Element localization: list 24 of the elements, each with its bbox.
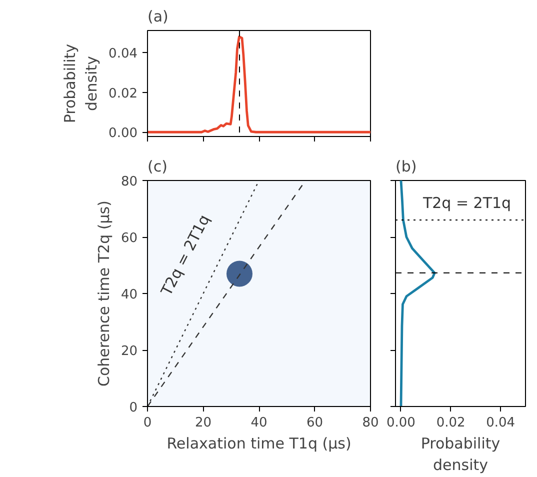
y-tick-label: 60 [120,231,138,246]
annotation: T2q = 2T1q [422,194,512,212]
y-axis-title: Probability density [60,44,101,124]
chart-title: (c) [148,158,168,176]
y-axis-title: Coherence time T2q (μs) [94,200,113,386]
x-tick-label: 0.04 [486,416,516,430]
x-tick-label: 0.00 [386,416,416,430]
x-tick-label: 80 [362,416,379,430]
y-tick-label: 0.04 [108,46,138,62]
x-tick-label: 40 [250,416,268,430]
chart-title: (a) [148,8,168,26]
x-axis-title: Relaxation time T1q (μs) [166,434,352,452]
x-tick-label: 60 [306,416,324,430]
x-tick-label: 20 [194,416,212,430]
y-tick-label: 0.02 [108,86,138,102]
y-tick-label: 20 [120,344,138,359]
y-tick-label: 0 [129,400,138,416]
x-tick-label: 0 [143,416,152,430]
x-tick-label: 0.02 [436,416,466,430]
y-tick-label: 40 [120,288,138,302]
y-tick-label: 80 [120,174,138,190]
chart-title: (b) [396,158,417,176]
x-axis-title: Probability density [420,434,500,474]
y-tick-label: 0.00 [108,126,138,142]
